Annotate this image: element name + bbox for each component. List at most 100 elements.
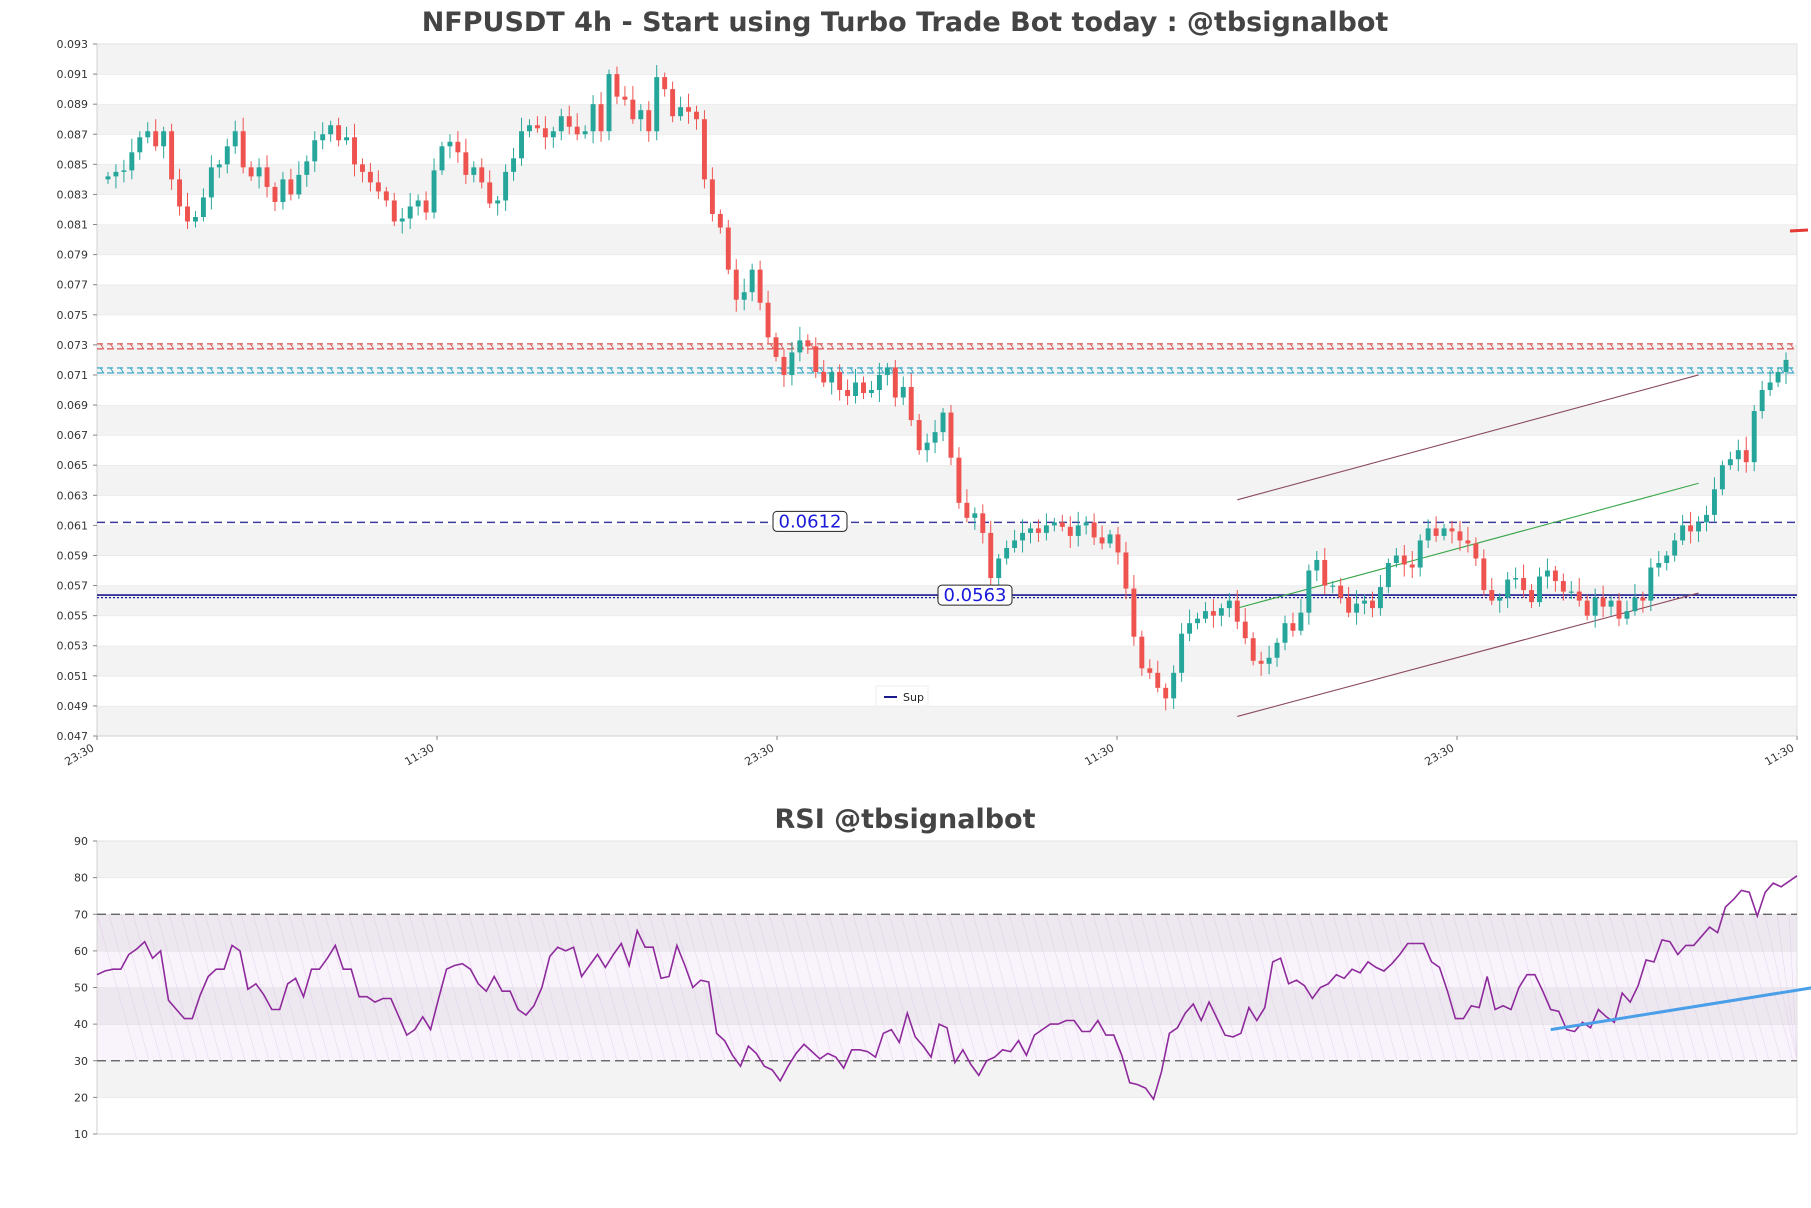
rsi-hatch [204,914,246,1061]
level-marker [229,343,235,350]
level-marker [459,367,465,374]
candle-body [1704,514,1709,523]
rsi-hatch [1068,914,1110,1061]
y-tick-label: 0.047 [57,730,89,743]
rsi-hatch [144,914,186,1061]
rsi-hatch [108,914,150,1061]
rsi-hatch [804,914,846,1061]
candle-body [312,140,318,162]
rsi-hatch [1236,914,1278,1061]
candle-body [1067,526,1073,536]
level-marker [149,343,155,350]
candle-body [614,74,620,97]
candle-body [511,158,517,172]
level-marker [1779,343,1785,350]
level-marker [949,367,955,374]
candle-body [240,131,246,168]
rsi-hatch [1752,914,1794,1061]
candle-body [487,182,493,204]
level-marker [1489,367,1495,374]
level-marker [1769,343,1775,350]
level-marker [1319,343,1325,350]
candle-body [1020,532,1026,541]
level-marker [1059,343,1065,350]
level-marker [509,343,515,350]
y-tick-label: 0.081 [57,219,89,232]
x-tick-label: 23:30 [1423,741,1457,768]
candle-body [1306,570,1312,613]
level-marker [1739,367,1745,374]
level-marker [1159,343,1165,350]
level-marker [469,343,475,350]
candle-body [956,457,962,503]
candle-body [622,96,628,100]
candle-body [1012,540,1018,548]
level-marker [849,343,855,350]
rsi-hatch [1416,914,1458,1061]
rsi-hatch [1608,914,1650,1061]
level-marker [229,367,235,374]
rsi-hatch [324,914,366,1061]
candle-body [129,152,135,171]
grid-band [97,705,1797,736]
rsi-hatch [756,914,798,1061]
level-marker [609,367,615,374]
candle-body [686,107,691,112]
grid-band [97,1097,1797,1134]
level-marker [799,367,805,374]
candle-body [1449,528,1455,532]
level-marker [1159,367,1165,374]
level-marker [759,367,765,374]
candle-body [1592,597,1598,616]
rsi-hatch [552,914,594,1061]
level-marker [1019,343,1025,350]
candle-body [232,131,238,147]
rsi-hatch [1188,914,1230,1061]
candle-body [837,371,843,390]
level-marker [759,343,765,350]
level-marker [819,343,825,350]
main-chart-area: 0.047 0.049 0.051 0.053 0.055 0.057 0.059 0.061… [57,38,1809,768]
level-label: 0.0563 [944,585,1007,606]
level-marker [219,367,225,374]
level-marker [1059,367,1065,374]
rsi-hatch [1428,914,1470,1061]
level-marker [699,343,705,350]
rsi-hatch [1668,914,1710,1061]
grid-band [97,284,1797,315]
candle-body [280,179,286,202]
level-marker [1719,367,1725,374]
candle-body [1632,597,1638,612]
rsi-hatch [768,914,810,1061]
candle-body [972,513,978,518]
level-marker [179,343,185,350]
rsi-hatch [1704,914,1746,1061]
candle-body [1242,621,1248,639]
y-tick-label: 0.075 [57,309,89,322]
level-marker [669,367,675,374]
level-marker [219,343,225,350]
candle-body [853,382,859,397]
level-marker [1459,343,1465,350]
candle-body [1648,567,1654,601]
level-marker [1689,343,1695,350]
candle-body [1099,537,1105,544]
candle-body [940,412,946,433]
candle-body [360,164,365,172]
level-marker [1749,343,1755,350]
candle-body [709,179,715,214]
y-tick-label: 0.051 [57,670,89,683]
level-marker [179,367,185,374]
rsi-hatch [1008,914,1050,1061]
candle-body [1028,528,1033,533]
candle-body [137,137,143,153]
candle-body [701,119,707,180]
rsi-hatch [960,914,1002,1061]
y-tick-label: 0.089 [57,98,89,111]
level-marker [1209,367,1215,374]
level-marker [1409,343,1415,350]
candle-body [1600,597,1606,607]
candle-body [479,167,485,183]
rsi-hatch [228,914,270,1061]
level-marker [719,367,725,374]
